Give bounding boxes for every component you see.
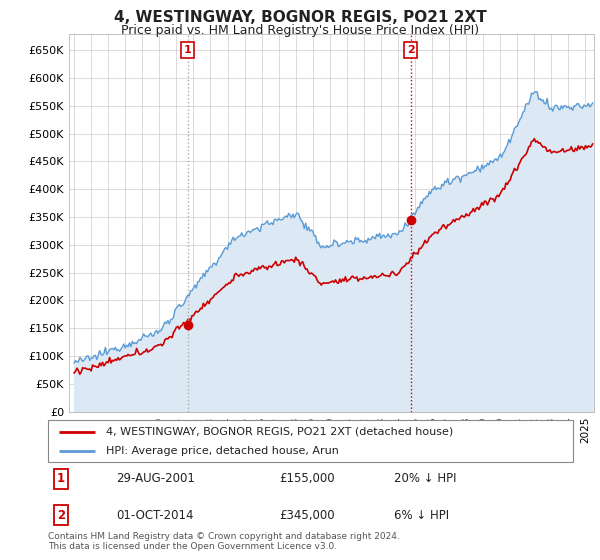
Text: 01-OCT-2014: 01-OCT-2014	[116, 508, 194, 521]
Text: £155,000: £155,000	[279, 473, 335, 486]
Text: 4, WESTINGWAY, BOGNOR REGIS, PO21 2XT (detached house): 4, WESTINGWAY, BOGNOR REGIS, PO21 2XT (d…	[106, 427, 453, 437]
Text: £345,000: £345,000	[279, 508, 335, 521]
Text: 6% ↓ HPI: 6% ↓ HPI	[395, 508, 449, 521]
Text: 2: 2	[407, 45, 415, 55]
Text: HPI: Average price, detached house, Arun: HPI: Average price, detached house, Arun	[106, 446, 338, 456]
Text: 4, WESTINGWAY, BOGNOR REGIS, PO21 2XT: 4, WESTINGWAY, BOGNOR REGIS, PO21 2XT	[113, 10, 487, 25]
Text: Contains HM Land Registry data © Crown copyright and database right 2024.
This d: Contains HM Land Registry data © Crown c…	[48, 532, 400, 552]
Text: 29-AUG-2001: 29-AUG-2001	[116, 473, 195, 486]
Text: 1: 1	[57, 473, 65, 486]
Text: 20% ↓ HPI: 20% ↓ HPI	[395, 473, 457, 486]
Text: Price paid vs. HM Land Registry's House Price Index (HPI): Price paid vs. HM Land Registry's House …	[121, 24, 479, 36]
Text: 2: 2	[57, 508, 65, 521]
FancyBboxPatch shape	[48, 420, 573, 462]
Text: 1: 1	[184, 45, 191, 55]
